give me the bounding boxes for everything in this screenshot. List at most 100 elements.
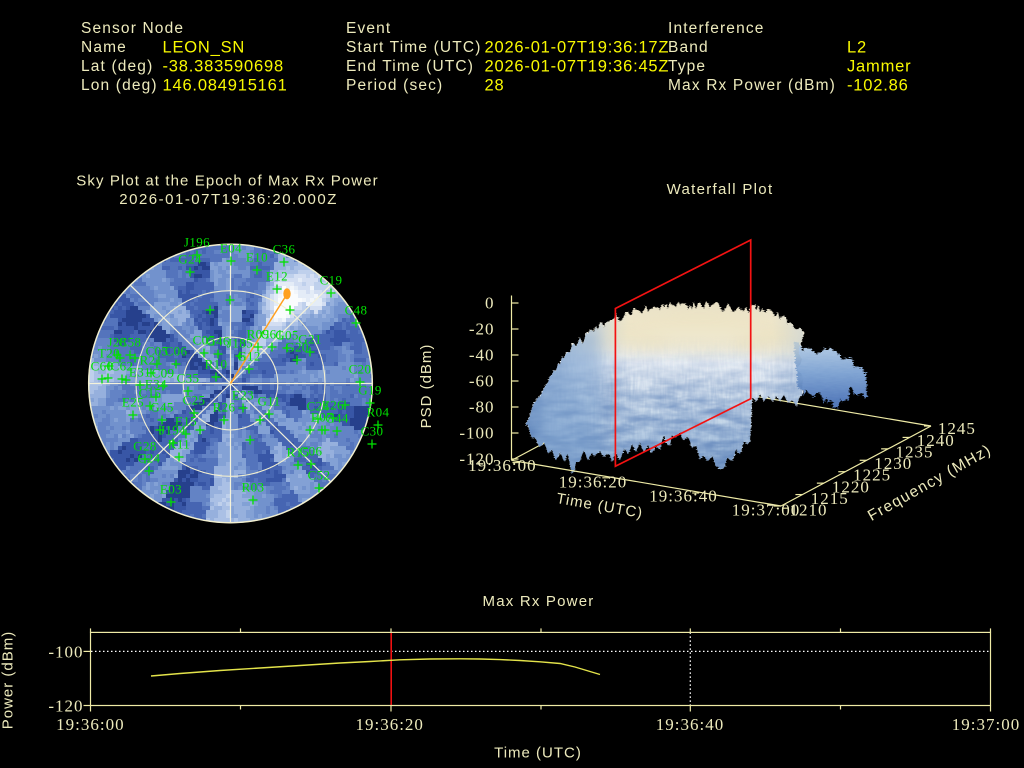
svg-text:Type: Type <box>668 58 706 75</box>
svg-text:C48: C48 <box>345 303 368 318</box>
svg-text:Name: Name <box>81 39 127 56</box>
svg-text:C24: C24 <box>307 399 330 414</box>
svg-text:1225: 1225 <box>853 466 891 485</box>
svg-text:-120: -120 <box>48 696 83 715</box>
svg-text:Band: Band <box>668 39 709 56</box>
svg-text:G19: G19 <box>358 383 382 398</box>
svg-text:C05: C05 <box>193 333 216 348</box>
svg-text:C58: C58 <box>119 335 142 350</box>
svg-text:C36: C36 <box>273 242 296 257</box>
svg-text:2026-01-07T19:36:20.000Z: 2026-01-07T19:36:20.000Z <box>119 191 338 208</box>
svg-text:0: 0 <box>485 294 495 313</box>
svg-text:J196: J196 <box>184 235 210 250</box>
svg-text:19:36:00: 19:36:00 <box>56 715 124 734</box>
svg-text:J194: J194 <box>160 423 186 438</box>
svg-text:R03: R03 <box>242 480 265 495</box>
svg-text:PSD (dBm): PSD (dBm) <box>418 344 435 429</box>
svg-text:19:37:00: 19:37:00 <box>952 715 1020 734</box>
svg-text:J185: J185 <box>227 336 253 351</box>
svg-text:C06: C06 <box>300 444 323 459</box>
svg-text:E10: E10 <box>246 250 268 265</box>
svg-text:C52: C52 <box>308 468 331 483</box>
svg-text:End Time (UTC): End Time (UTC) <box>346 58 474 75</box>
svg-text:R09: R09 <box>247 327 270 342</box>
svg-text:1215: 1215 <box>811 489 849 508</box>
svg-text:C61: C61 <box>261 327 284 342</box>
svg-text:E25: E25 <box>122 395 144 410</box>
svg-text:Sensor Node: Sensor Node <box>81 20 184 37</box>
svg-text:E03: E03 <box>160 482 182 497</box>
svg-text:Period (sec): Period (sec) <box>346 77 443 94</box>
svg-text:1230: 1230 <box>874 454 912 473</box>
svg-text:Lat (deg): Lat (deg) <box>81 58 153 75</box>
svg-text:G11: G11 <box>257 394 280 409</box>
svg-text:19:36:20: 19:36:20 <box>355 715 423 734</box>
svg-text:-20: -20 <box>469 320 495 339</box>
svg-text:1240: 1240 <box>917 431 955 450</box>
svg-text:G28: G28 <box>133 439 157 454</box>
svg-text:Time (UTC): Time (UTC) <box>494 745 582 762</box>
svg-text:1210: 1210 <box>790 501 828 520</box>
svg-text:G45: G45 <box>150 400 174 415</box>
svg-text:-120: -120 <box>459 450 494 469</box>
svg-text:J28: J28 <box>107 335 126 350</box>
svg-text:2026-01-07T19:36:17Z: 2026-01-07T19:36:17Z <box>485 38 670 56</box>
svg-text:C30: C30 <box>361 424 384 439</box>
svg-text:L2: L2 <box>847 38 867 56</box>
svg-text:Max Rx Power (dBm): Max Rx Power (dBm) <box>668 77 836 94</box>
svg-text:E12: E12 <box>266 269 288 284</box>
svg-text:T20: T20 <box>98 346 120 361</box>
svg-text:E15: E15 <box>175 414 197 429</box>
svg-text:1220: 1220 <box>832 477 870 496</box>
svg-text:G20: G20 <box>285 340 309 355</box>
svg-text:Jammer: Jammer <box>847 57 911 75</box>
svg-text:G21: G21 <box>298 332 322 347</box>
svg-text:G46: G46 <box>206 334 230 349</box>
svg-text:C35: C35 <box>177 371 200 386</box>
svg-text:E26: E26 <box>322 398 344 413</box>
svg-text:G44: G44 <box>325 411 349 426</box>
svg-text:C06: C06 <box>165 344 188 359</box>
svg-text:G05: G05 <box>275 328 299 343</box>
svg-text:E31: E31 <box>129 365 151 380</box>
svg-text:R04: R04 <box>367 405 390 420</box>
svg-text:19:36:40: 19:36:40 <box>656 715 724 734</box>
svg-text:Lon (deg): Lon (deg) <box>81 77 158 94</box>
svg-text:G24: G24 <box>178 252 202 267</box>
svg-text:-40: -40 <box>469 346 495 365</box>
svg-text:28: 28 <box>485 76 505 94</box>
svg-text:C20: C20 <box>349 362 372 377</box>
svg-text:C24: C24 <box>138 451 161 466</box>
svg-text:Power (dBm): Power (dBm) <box>0 631 17 730</box>
svg-text:-102.86: -102.86 <box>847 76 909 94</box>
svg-text:C15: C15 <box>139 386 162 401</box>
svg-text:C19: C19 <box>320 273 343 288</box>
svg-text:1245: 1245 <box>938 419 976 438</box>
svg-text:C62: C62 <box>111 359 134 374</box>
svg-text:-80: -80 <box>469 398 495 417</box>
svg-text:-100: -100 <box>459 424 494 443</box>
svg-text:Interference: Interference <box>668 20 765 37</box>
svg-text:-100: -100 <box>48 642 83 661</box>
svg-text:E04: E04 <box>220 241 242 256</box>
svg-text:19:36:00: 19:36:00 <box>468 456 536 475</box>
svg-text:R11: R11 <box>168 437 190 452</box>
svg-text:G12: G12 <box>237 349 261 364</box>
svg-text:E23: E23 <box>232 388 254 403</box>
svg-text:-38.383590698: -38.383590698 <box>163 57 284 75</box>
svg-text:19:36:40: 19:36:40 <box>649 487 717 506</box>
svg-text:R15: R15 <box>287 445 310 460</box>
svg-text:C09: C09 <box>152 366 175 381</box>
svg-text:E07: E07 <box>311 410 333 425</box>
svg-text:C25: C25 <box>183 393 206 408</box>
svg-text:R10: R10 <box>205 357 228 372</box>
svg-text:R26: R26 <box>213 400 236 415</box>
svg-text:C60: C60 <box>91 359 114 374</box>
svg-text:19:36:20: 19:36:20 <box>559 472 627 491</box>
svg-text:2026-01-07T19:36:45Z: 2026-01-07T19:36:45Z <box>485 57 670 75</box>
svg-text:Waterfall Plot: Waterfall Plot <box>667 181 774 198</box>
svg-text:Sky Plot at the Epoch of Max R: Sky Plot at the Epoch of Max Rx Power <box>76 173 378 190</box>
svg-text:Max Rx Power: Max Rx Power <box>483 593 595 610</box>
svg-text:C05: C05 <box>146 344 169 359</box>
svg-text:-60: -60 <box>469 372 495 391</box>
